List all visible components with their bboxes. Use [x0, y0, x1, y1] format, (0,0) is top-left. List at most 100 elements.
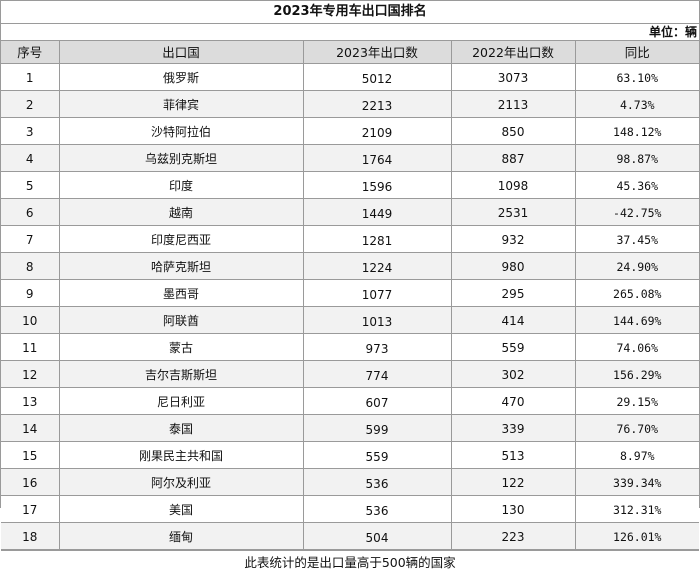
exports-2022-cell: 122	[450, 468, 576, 496]
rank-cell: 10	[1, 306, 60, 334]
country-cell: 阿联酋	[58, 306, 304, 334]
header-rank: 序号	[1, 41, 60, 64]
table-row: 11 蒙古 973 559 74.06%	[1, 333, 699, 361]
exports-2023-cell: 774	[302, 360, 452, 388]
rank-cell: 12	[1, 360, 60, 388]
table-row: 18 缅甸 504 223 126.01%	[1, 522, 699, 550]
yoy-cell: 37.45%	[574, 225, 699, 253]
yoy-cell: 98.87%	[574, 144, 699, 172]
table-row: 6 越南 1449 2531 -42.75%	[1, 198, 699, 226]
rank-cell: 14	[1, 414, 60, 442]
country-cell: 印度尼西亚	[58, 225, 304, 253]
exports-2023-cell: 2213	[302, 90, 452, 118]
yoy-cell: 4.73%	[574, 90, 699, 118]
table-row: 2 菲律宾 2213 2113 4.73%	[1, 90, 699, 118]
exports-2022-cell: 302	[450, 360, 576, 388]
table-body: 1 俄罗斯 5012 3073 63.10% 2 菲律宾 2213 2113 4.73% 3 沙特阿拉…	[1, 63, 699, 550]
rank-cell: 9	[1, 279, 60, 307]
exports-2023-cell: 1281	[302, 225, 452, 253]
rank-cell: 13	[1, 387, 60, 415]
rank-cell: 2	[1, 90, 60, 118]
exports-2022-cell: 470	[450, 387, 576, 415]
rank-cell: 6	[1, 198, 60, 226]
country-cell: 俄罗斯	[58, 63, 304, 91]
table-row: 7 印度尼西亚 1281 932 37.45%	[1, 225, 699, 253]
country-cell: 阿尔及利亚	[58, 468, 304, 496]
country-cell: 哈萨克斯坦	[58, 252, 304, 280]
exports-2022-cell: 932	[450, 225, 576, 253]
exports-2022-cell: 2113	[450, 90, 576, 118]
exports-2022-cell: 3073	[450, 63, 576, 91]
header-row: 序号 出口国 2023年出口数 2022年出口数 同比	[1, 41, 699, 64]
exports-2023-cell: 973	[302, 333, 452, 361]
exports-2023-cell: 1764	[302, 144, 452, 172]
exports-2022-cell: 339	[450, 414, 576, 442]
yoy-cell: 156.29%	[574, 360, 699, 388]
table-row: 15 刚果民主共和国 559 513 8.97%	[1, 441, 699, 469]
exports-2023-cell: 2109	[302, 117, 452, 145]
exports-2023-cell: 1449	[302, 198, 452, 226]
table-title: 2023年专用车出口国排名	[1, 1, 699, 24]
country-cell: 沙特阿拉伯	[58, 117, 304, 145]
table-row: 4 乌兹别克斯坦 1764 887 98.87%	[1, 144, 699, 172]
country-cell: 刚果民主共和国	[58, 441, 304, 469]
table-row: 17 美国 536 130 312.31%	[1, 495, 699, 523]
export-ranking-table: 序号 出口国 2023年出口数 2022年出口数 同比 1 俄罗斯 5012 3073…	[1, 41, 699, 550]
country-cell: 墨西哥	[58, 279, 304, 307]
exports-2023-cell: 1224	[302, 252, 452, 280]
exports-2023-cell: 559	[302, 441, 452, 469]
table-row: 13 尼日利亚 607 470 29.15%	[1, 387, 699, 415]
rank-cell: 1	[1, 63, 60, 91]
rank-cell: 18	[1, 522, 60, 550]
exports-2022-cell: 559	[450, 333, 576, 361]
country-cell: 越南	[58, 198, 304, 226]
table-row: 12 吉尔吉斯斯坦 774 302 156.29%	[1, 360, 699, 388]
table-row: 9 墨西哥 1077 295 265.08%	[1, 279, 699, 307]
country-cell: 美国	[58, 495, 304, 523]
table-row: 16 阿尔及利亚 536 122 339.34%	[1, 468, 699, 496]
table-row: 3 沙特阿拉伯 2109 850 148.12%	[1, 117, 699, 145]
table-row: 10 阿联酋 1013 414 144.69%	[1, 306, 699, 334]
rank-cell: 3	[1, 117, 60, 145]
exports-2023-cell: 1077	[302, 279, 452, 307]
exports-2022-cell: 887	[450, 144, 576, 172]
header-2022-exports: 2022年出口数	[450, 41, 576, 64]
exports-2022-cell: 414	[450, 306, 576, 334]
header-2023-exports: 2023年出口数	[302, 41, 452, 64]
yoy-cell: 29.15%	[574, 387, 699, 415]
exports-2023-cell: 607	[302, 387, 452, 415]
table-footnote: 此表统计的是出口量高于500辆的国家	[1, 550, 699, 574]
rank-cell: 4	[1, 144, 60, 172]
exports-2023-cell: 5012	[302, 63, 452, 91]
rank-cell: 16	[1, 468, 60, 496]
rank-cell: 5	[1, 171, 60, 199]
exports-2022-cell: 223	[450, 522, 576, 550]
yoy-cell: 148.12%	[574, 117, 699, 145]
header-country: 出口国	[58, 41, 304, 64]
table-row: 14 泰国 599 339 76.70%	[1, 414, 699, 442]
yoy-cell: 126.01%	[574, 522, 699, 550]
exports-2022-cell: 850	[450, 117, 576, 145]
yoy-cell: 8.97%	[574, 441, 699, 469]
country-cell: 吉尔吉斯斯坦	[58, 360, 304, 388]
yoy-cell: 312.31%	[574, 495, 699, 523]
yoy-cell: 45.36%	[574, 171, 699, 199]
country-cell: 缅甸	[58, 522, 304, 550]
header-yoy: 同比	[574, 41, 699, 64]
table-row: 1 俄罗斯 5012 3073 63.10%	[1, 63, 699, 91]
yoy-cell: -42.75%	[574, 198, 699, 226]
unit-label: 单位：辆	[1, 24, 699, 41]
exports-2023-cell: 536	[302, 468, 452, 496]
country-cell: 蒙古	[58, 333, 304, 361]
country-cell: 尼日利亚	[58, 387, 304, 415]
country-cell: 菲律宾	[58, 90, 304, 118]
rank-cell: 17	[1, 495, 60, 523]
exports-2023-cell: 1013	[302, 306, 452, 334]
yoy-cell: 265.08%	[574, 279, 699, 307]
exports-2022-cell: 1098	[450, 171, 576, 199]
yoy-cell: 24.90%	[574, 252, 699, 280]
table-row: 8 哈萨克斯坦 1224 980 24.90%	[1, 252, 699, 280]
exports-2023-cell: 599	[302, 414, 452, 442]
exports-2022-cell: 130	[450, 495, 576, 523]
